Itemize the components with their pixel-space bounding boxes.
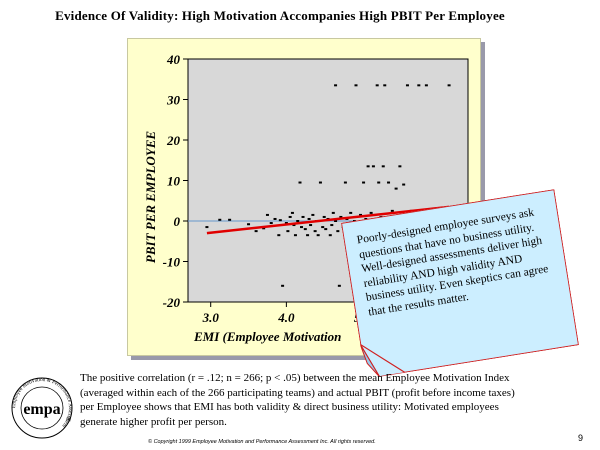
data-point: [293, 234, 297, 237]
data-point: [359, 213, 363, 216]
data-point: [284, 222, 288, 225]
data-point: [394, 187, 398, 190]
data-point: [303, 228, 307, 231]
data-point: [288, 215, 292, 218]
data-point: [296, 220, 300, 222]
data-point: [383, 84, 387, 87]
data-point: [318, 181, 322, 184]
data-point: [228, 218, 232, 221]
data-point: [311, 213, 315, 216]
logo-letters: empa: [23, 401, 60, 418]
data-point: [337, 284, 341, 287]
data-point: [331, 211, 335, 214]
data-point: [321, 226, 325, 229]
data-point: [424, 84, 428, 87]
data-point: [375, 84, 379, 87]
page-curl-icon: [360, 343, 406, 378]
slide-title: Evidence Of Validity: High Motivation Ac…: [55, 8, 505, 23]
data-point: [277, 234, 281, 237]
data-point: [328, 234, 332, 237]
data-point: [281, 284, 285, 287]
caption-text: The positive correlation (r = .12; n = 2…: [80, 372, 515, 428]
data-point: [290, 211, 294, 214]
data-point: [254, 230, 258, 233]
data-point: [218, 218, 222, 221]
data-point: [343, 181, 347, 184]
data-point: [381, 165, 385, 168]
empa-logo: Employee Motivation & Performance Assess…: [4, 376, 80, 440]
y-tick-label: 10: [167, 174, 181, 189]
data-point: [301, 215, 305, 218]
data-point: [309, 224, 313, 227]
data-point: [366, 165, 370, 168]
y-tick-label: 40: [166, 52, 181, 67]
data-point: [316, 234, 320, 237]
data-point: [286, 230, 290, 233]
data-point: [262, 227, 266, 230]
data-point: [398, 165, 402, 168]
data-point: [369, 211, 373, 214]
y-axis-label: PBIT PER EMPLOYEE: [143, 131, 158, 264]
logo-trademark: ®: [66, 416, 72, 424]
data-point: [313, 230, 317, 233]
trend-line: [206, 205, 450, 235]
data-point: [265, 213, 269, 216]
data-point: [278, 219, 282, 222]
data-point: [330, 224, 334, 227]
data-point: [349, 211, 353, 214]
data-point: [292, 224, 296, 227]
copyright-notice: © Copyright 1999 Employee Motivation and…: [148, 439, 376, 445]
data-point: [371, 165, 375, 168]
data-point: [307, 217, 311, 220]
data-point: [300, 226, 304, 229]
y-tick-label: -20: [163, 295, 181, 310]
data-point: [273, 217, 277, 220]
data-point: [405, 84, 409, 87]
data-point: [334, 84, 338, 87]
data-point: [324, 228, 328, 231]
callout-note: Poorly-designed employee surveys ask que…: [341, 189, 579, 379]
y-tick-label: -10: [163, 255, 181, 270]
y-tick-label: 20: [166, 133, 181, 148]
data-point: [339, 215, 343, 218]
data-point: [417, 84, 421, 87]
data-point: [354, 84, 358, 87]
data-point: [298, 181, 302, 184]
x-axis-label: EMI (Employee Motivation: [193, 329, 341, 344]
x-tick-label: 4.0: [277, 310, 295, 325]
data-point: [334, 220, 338, 222]
data-point: [336, 230, 340, 233]
data-point: [387, 181, 391, 184]
y-tick-label: 30: [166, 93, 181, 108]
data-point: [402, 183, 406, 186]
data-point: [362, 181, 366, 184]
empa-logo-icon: Employee Motivation & Performance Assess…: [11, 377, 73, 439]
data-point: [322, 215, 326, 218]
data-point: [447, 84, 451, 87]
data-point: [306, 234, 310, 237]
data-point: [269, 222, 273, 225]
x-tick-label: 3.0: [202, 310, 220, 325]
data-point: [377, 181, 381, 184]
data-point: [205, 226, 209, 229]
y-tick-label: 0: [174, 214, 181, 229]
data-point: [390, 209, 394, 212]
page-number: 9: [578, 433, 584, 443]
data-point: [247, 223, 251, 226]
